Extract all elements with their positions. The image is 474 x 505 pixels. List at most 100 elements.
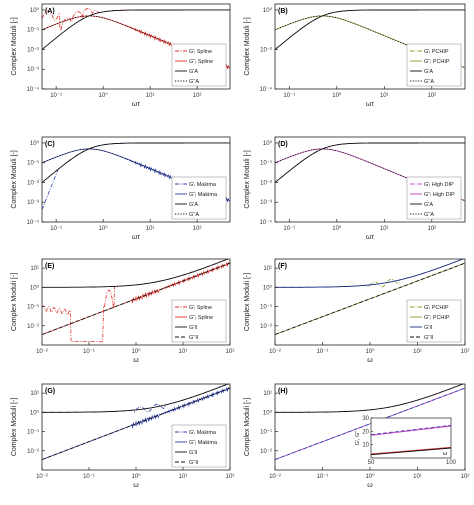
x-tick-label: 10⁻¹ bbox=[50, 226, 62, 232]
y-tick-label: 10¹ bbox=[263, 266, 272, 272]
x-tick-label: 10⁰ bbox=[131, 348, 141, 355]
y-tick-label: 10⁻² bbox=[260, 47, 272, 53]
plot-frame bbox=[41, 136, 231, 223]
x-axis-label: ωτ bbox=[132, 101, 140, 108]
legend: G'ᵢ Spline G''ᵢ Spline G'A G''A bbox=[171, 43, 227, 87]
legend-entry: G'II bbox=[189, 325, 198, 331]
y-tick-label: 10⁻² bbox=[260, 324, 272, 330]
panel-label: (E) bbox=[45, 263, 54, 270]
x-axis-label: ωτ bbox=[366, 234, 374, 241]
series-line bbox=[275, 387, 465, 460]
legend-entry: G'A bbox=[424, 202, 433, 208]
x-tick-label: 10⁻¹ bbox=[283, 226, 295, 232]
inset-x-tick-label: 100 bbox=[446, 460, 457, 466]
y-tick-label: 10⁻² bbox=[260, 180, 272, 186]
x-tick-label: 10⁰ bbox=[332, 92, 342, 99]
y-axis-label: Complex Moduli [-] bbox=[11, 273, 18, 331]
inset-y-tick-label: 20 bbox=[362, 429, 369, 435]
panel-label: (F) bbox=[278, 263, 287, 270]
y-tick-label: 10¹ bbox=[30, 266, 39, 272]
x-tick-label: 10¹ bbox=[179, 349, 188, 355]
y-tick-label: 10¹ bbox=[263, 391, 272, 397]
legend-entry: G''A bbox=[424, 79, 434, 85]
series-line bbox=[42, 384, 230, 413]
y-tick-label: 10⁰ bbox=[263, 7, 273, 14]
y-axis-label: Complex Moduli [-] bbox=[11, 398, 18, 456]
y-tick-label: 10⁻³ bbox=[27, 200, 39, 206]
series-line bbox=[42, 9, 230, 50]
legend-entry: G'ᵢ High DIP bbox=[424, 182, 454, 188]
legend-entry: G'A bbox=[424, 69, 433, 75]
y-axis-label: Complex Moduli [-] bbox=[244, 150, 251, 208]
y-tick-label: 10⁻¹ bbox=[260, 430, 272, 436]
legend: G'ᵢ High DIP G''ᵢ High DIP G'A G''A bbox=[406, 176, 462, 220]
x-tick-label: 10⁻² bbox=[269, 349, 281, 355]
y-tick-label: 10⁻⁴ bbox=[27, 86, 40, 93]
legend-entry: G''ᵢ Makima bbox=[189, 440, 218, 446]
x-axis-label: ω bbox=[133, 482, 139, 489]
inset-y-label: G', G'' bbox=[355, 431, 361, 446]
panel-d: 10⁻¹ 10⁰ 10¹ 10² 10⁰ 10⁻¹ 10⁻² 10⁻³ 10⁻⁴ ωτ Comple… bbox=[244, 136, 466, 241]
x-tick-label: 10⁰ bbox=[365, 348, 375, 355]
legend-entry: G''II bbox=[424, 335, 434, 341]
series-line bbox=[275, 384, 465, 413]
y-axis-label: Complex Moduli [-] bbox=[11, 150, 18, 208]
legend-entry: G'ᵢ Makima bbox=[189, 182, 217, 188]
x-axis-label: ωτ bbox=[366, 101, 374, 108]
x-tick-label: 10² bbox=[427, 93, 436, 99]
legend: G'ᵢ Spline G''ᵢ Spline G'II G''II bbox=[171, 299, 227, 343]
y-tick-label: 10⁰ bbox=[30, 7, 40, 14]
panel-c: 10⁻¹ 10⁰ 10¹ 10² 10⁰ 10⁻¹ 10⁻² 10⁻³ 10⁻⁴ ωτ Comple… bbox=[11, 136, 231, 241]
y-tick-label: 10⁰ bbox=[30, 140, 40, 147]
y-tick-label: 10¹ bbox=[30, 391, 39, 397]
x-tick-label: 10¹ bbox=[380, 93, 389, 99]
x-tick-label: 10⁰ bbox=[99, 92, 109, 99]
legend-entry: G'ᵢ PCHIP bbox=[424, 49, 449, 55]
series-line bbox=[275, 384, 464, 413]
y-tick-label: 10⁰ bbox=[263, 140, 273, 147]
series-line bbox=[42, 259, 230, 288]
x-tick-label: 10⁻² bbox=[36, 349, 48, 355]
y-tick-label: 10⁻¹ bbox=[27, 28, 39, 34]
inset-series-line bbox=[370, 424, 452, 436]
x-tick-label: 10² bbox=[193, 93, 202, 99]
inset-plot: 50 100 10 20 30 ω G', G'' bbox=[355, 416, 457, 466]
x-tick-label: 10⁻² bbox=[269, 474, 281, 480]
legend-entry: G'ᵢ Spline bbox=[189, 49, 212, 55]
x-tick-label: 10¹ bbox=[413, 349, 422, 355]
x-tick-label: 10⁻¹ bbox=[283, 93, 295, 99]
y-tick-label: 10⁻⁴ bbox=[260, 219, 273, 226]
legend-entry: G'ᵢ Spline bbox=[189, 305, 212, 311]
plot-frame bbox=[274, 136, 466, 223]
panel-g: 10⁻² 10⁻¹ 10⁰ 10¹ 10² 10¹ 10⁰ 10⁻¹ 10⁻² ω Complex … bbox=[11, 383, 234, 489]
y-tick-label: 10⁻⁴ bbox=[27, 219, 40, 226]
legend-entry: G''A bbox=[189, 79, 199, 85]
series-line bbox=[275, 259, 465, 288]
inset-series-line bbox=[370, 447, 452, 456]
legend-entry: G'II bbox=[424, 325, 433, 331]
y-tick-label: 10⁻² bbox=[27, 324, 39, 330]
legend-entry: G''ᵢ PCHIP bbox=[424, 315, 450, 321]
series-line bbox=[42, 262, 230, 335]
series-line bbox=[275, 262, 465, 335]
plot-frame bbox=[41, 3, 231, 90]
x-tick-label: 10² bbox=[193, 226, 202, 232]
legend-entry: G'A bbox=[189, 202, 198, 208]
legend-entry: G''ᵢ High DIP bbox=[424, 192, 455, 198]
x-tick-label: 10² bbox=[461, 349, 470, 355]
x-tick-label: 10² bbox=[226, 349, 235, 355]
series-line bbox=[275, 9, 465, 50]
y-tick-label: 10⁻¹ bbox=[27, 430, 39, 436]
legend-entry: G''A bbox=[424, 212, 434, 218]
legend-entry: G''ᵢ PCHIP bbox=[424, 59, 450, 65]
panel-label: (A) bbox=[45, 8, 55, 15]
y-tick-label: 10⁻³ bbox=[27, 67, 39, 73]
panel-label: (G) bbox=[45, 388, 55, 395]
y-axis-label: Complex Moduli [-] bbox=[11, 17, 18, 75]
y-tick-label: 10⁻¹ bbox=[260, 305, 272, 311]
legend-entry: G'ᵢ Makima bbox=[189, 430, 217, 436]
panel-b: 10⁻¹ 10⁰ 10¹ 10² 10⁰ 10⁻² 10⁻⁴ ωτ Complex Moduli… bbox=[244, 3, 466, 108]
x-tick-label: 10⁻¹ bbox=[50, 93, 62, 99]
legend-entry: G''II bbox=[189, 335, 199, 341]
